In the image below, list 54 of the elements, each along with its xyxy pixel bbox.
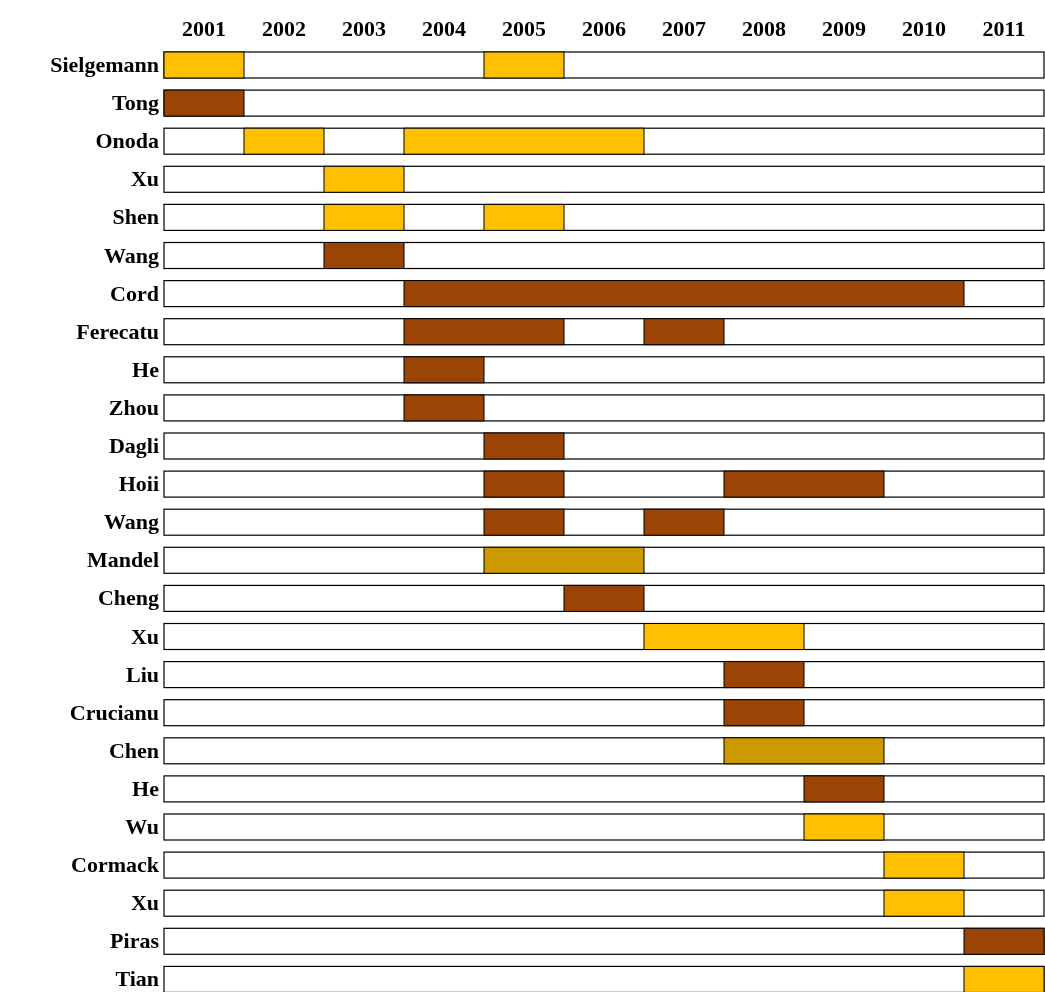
y-tick-label: Wang [103,242,159,268]
bar [723,737,885,765]
bar [403,394,485,422]
x-tick-label: 2011 [982,16,1026,41]
bar [403,127,645,155]
bar [483,203,565,231]
bar [963,927,1045,955]
y-tick-label: Hoii [118,471,159,497]
x-tick-label: 2009 [822,16,866,41]
y-tick-label: Mandel [86,547,159,573]
y-tick-label: Onoda [95,128,159,154]
bar [563,584,645,612]
bar [723,699,805,727]
x-tick-label: 2004 [422,16,466,41]
y-tick-label: Xu [130,890,159,916]
bar [723,661,805,689]
bar [323,242,405,269]
y-tick-label: Sielgemann [50,52,159,77]
bar [803,775,885,803]
bar [403,356,485,384]
y-tick-label: Chen [108,737,159,763]
y-tick-label: Xu [130,166,159,192]
x-tick-label: 2003 [342,16,386,41]
x-tick-label: 2010 [902,16,946,41]
y-tick-label: He [132,775,160,801]
bar [483,546,645,574]
bar [483,508,565,536]
y-tick-label: Cheng [97,585,159,611]
x-tick-label: 2008 [742,16,786,41]
y-tick-label: Crucianu [69,699,159,725]
x-tick-label: 2006 [582,16,626,41]
y-tick-label: Tian [115,966,159,992]
y-tick-label: Zhou [108,394,159,420]
bar [163,89,245,117]
y-tick-label: Piras [110,928,160,954]
y-tick-label: Tong [112,90,159,116]
bar [483,51,565,79]
y-tick-label: Liu [125,661,159,687]
x-tick-label: 2002 [262,16,306,41]
y-tick-label: Wu [125,814,159,839]
x-tick-label: 2001 [182,16,226,41]
y-tick-label: Xu [130,623,159,649]
bar [483,470,565,498]
bar [403,318,565,346]
y-tick-label: Ferecatu [76,318,159,344]
y-tick-label: Cormack [71,852,160,878]
y-tick-label: Shen [112,204,159,230]
y-tick-label: Dagli [108,433,159,458]
y-tick-label: He [132,356,160,382]
x-tick-label: 2007 [662,16,706,41]
x-tick-label: 2005 [502,16,546,41]
bar [483,432,565,460]
y-tick-label: Wang [103,509,159,535]
y-tick-label: Cord [110,280,159,306]
